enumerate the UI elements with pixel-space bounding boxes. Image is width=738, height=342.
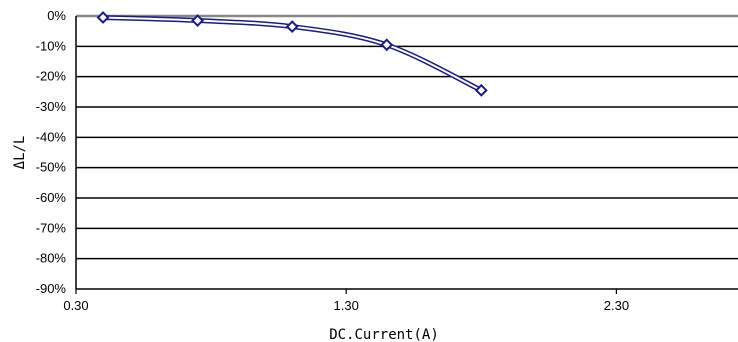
grid-lines (76, 14, 738, 290)
data-point-marker (191, 14, 205, 27)
y-tick-label: -30% (36, 99, 67, 114)
x-tick-label: 1.30 (334, 298, 359, 313)
y-tick-label: -50% (36, 160, 67, 175)
y-tick-label: -20% (36, 69, 67, 84)
data-point-marker (285, 20, 299, 34)
y-tick-label: 0% (47, 8, 66, 23)
x-tick-label: 2.30 (604, 298, 629, 313)
data-point-marker (474, 83, 488, 97)
y-tick-label: -70% (36, 220, 67, 235)
x-tick-label: 0.30 (63, 298, 88, 313)
y-tick-label: -90% (36, 281, 67, 296)
y-tick-labels: 0% -10% -20% -30% -40% -50% -60% -70% -80% -90% (36, 8, 67, 296)
y-tick-label: -10% (36, 38, 67, 53)
y-tick-label: -80% (36, 251, 67, 266)
axes (75, 16, 618, 294)
y-axis-label: ΔL/L (12, 136, 28, 170)
data-point-marker (380, 38, 394, 52)
y-tick-label: -60% (36, 190, 67, 205)
series-group (96, 11, 488, 97)
x-axis-label: DC.Current(A) (329, 327, 439, 342)
data-point-marker (96, 11, 110, 24)
x-tick-labels: 0.30 1.30 2.30 (63, 298, 629, 313)
y-tick-label: -40% (36, 129, 67, 144)
